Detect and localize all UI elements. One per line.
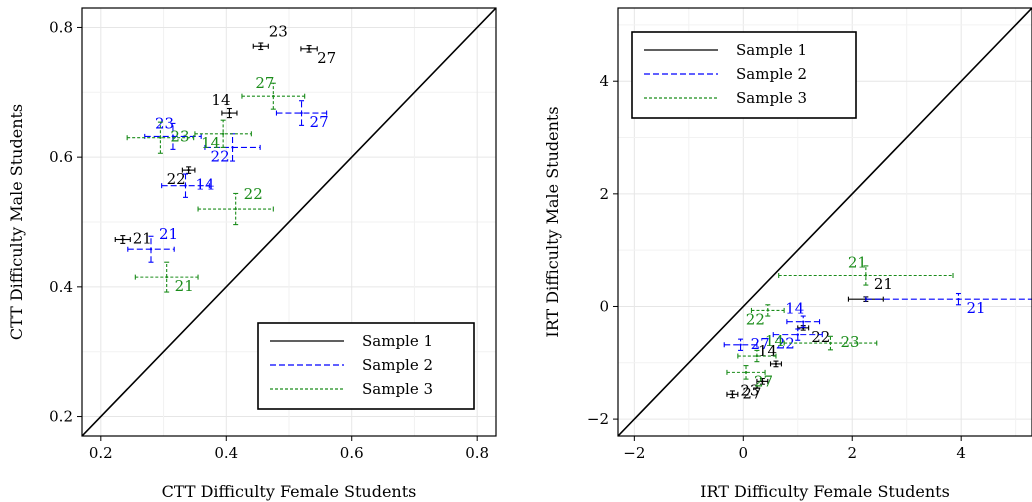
- y-axis-label: CTT Difficulty Male Students: [7, 104, 26, 340]
- y-tick-label: 2: [599, 185, 609, 203]
- plot-border: [81, 7, 497, 437]
- data-point: [165, 275, 168, 279]
- data-point: [159, 136, 162, 139]
- data-point: [864, 274, 868, 277]
- data-point: [307, 47, 311, 51]
- point-label: 21: [159, 225, 178, 243]
- y-tick-label: 0: [599, 297, 609, 315]
- point-label: 23: [840, 333, 859, 351]
- data-point: [228, 111, 231, 115]
- x-tick-label: 4: [956, 444, 966, 462]
- series-2: [127, 100, 328, 263]
- point-label: 23: [170, 128, 189, 146]
- y-tick-label: 0.4: [49, 278, 73, 296]
- x-tick-label: −2: [623, 444, 645, 462]
- point-label: 23: [155, 114, 174, 132]
- legend: Sample 1 Sample 2 Sample 3: [631, 31, 857, 119]
- data-point: [766, 309, 770, 312]
- data-point: [121, 238, 124, 241]
- point-label: 22: [776, 335, 795, 353]
- series-2: [723, 292, 1032, 351]
- series-3: [726, 265, 954, 380]
- data-point: [731, 393, 734, 396]
- data-point: [259, 45, 262, 48]
- point-label: 21: [966, 299, 985, 317]
- point-label: 27: [310, 113, 329, 131]
- point-label: 22: [167, 170, 186, 188]
- x-tick-label: 0: [739, 444, 749, 462]
- legend-box: [257, 322, 475, 410]
- point-label: 14: [201, 134, 220, 152]
- point-label: 22: [811, 328, 830, 346]
- legend-label: Sample 3: [736, 89, 807, 107]
- data-point: [744, 371, 748, 374]
- data-point: [149, 248, 153, 251]
- x-tick-label: 2: [847, 444, 857, 462]
- legend-label: Sample 1: [736, 41, 807, 59]
- point-label: 22: [244, 185, 263, 203]
- data-point: [774, 362, 778, 366]
- x-axis-label: CTT Difficulty Female Students: [162, 482, 417, 501]
- data-point: [802, 320, 805, 323]
- legend-label: Sample 3: [362, 380, 433, 398]
- point-label: 27: [255, 74, 274, 92]
- x-axis-label: IRT Difficulty Female Students: [700, 482, 950, 501]
- identity-line: [618, 8, 1032, 436]
- ctt-panel: 2327142221272322142127142322210.20.20.40…: [7, 7, 497, 501]
- legend-box: [631, 31, 857, 119]
- point-label: 14: [785, 300, 804, 318]
- legend-label: Sample 2: [736, 65, 807, 83]
- y-axis-label: IRT Difficulty Male Students: [543, 106, 562, 337]
- data-point: [755, 354, 759, 358]
- point-label: 14: [196, 176, 215, 194]
- point-label: 22: [211, 147, 230, 165]
- point-label: 21: [175, 277, 194, 295]
- y-tick-label: −2: [587, 410, 609, 428]
- point-label: 27: [317, 49, 336, 67]
- data-point: [171, 135, 175, 138]
- point-label: 23: [269, 22, 288, 40]
- irt-panel: 2122142327211422272122231427−2−2002244IR…: [543, 7, 1032, 501]
- point-label: 14: [758, 342, 777, 360]
- y-tick-label: 0.8: [49, 18, 73, 36]
- y-tick-label: 0.6: [49, 148, 73, 166]
- point-label: 21: [848, 254, 867, 272]
- x-tick-label: 0.4: [214, 444, 238, 462]
- x-tick-label: 0.8: [465, 444, 489, 462]
- data-point: [739, 343, 742, 346]
- legend: Sample 1 Sample 2 Sample 3: [257, 322, 475, 410]
- point-label: 21: [874, 275, 893, 293]
- point-label: 14: [211, 91, 230, 109]
- point-label: 14: [765, 332, 784, 350]
- legend-label: Sample 2: [362, 356, 433, 374]
- y-tick-label: 0.2: [49, 408, 73, 426]
- data-point: [221, 132, 225, 136]
- point-label: 22: [746, 310, 765, 328]
- legend-label: Sample 1: [362, 332, 433, 350]
- gridlines: [82, 8, 496, 436]
- point-label: 27: [751, 335, 770, 353]
- data-point: [272, 94, 275, 98]
- series-1: [114, 42, 318, 244]
- data-point: [187, 168, 190, 172]
- data-point: [957, 297, 960, 301]
- data-point: [300, 111, 303, 115]
- point-label: 21: [133, 230, 152, 248]
- point-label: 27: [754, 372, 773, 390]
- y-tick-label: 4: [599, 72, 609, 90]
- data-point: [184, 184, 187, 187]
- point-label: 27: [742, 384, 761, 402]
- data-point: [234, 207, 237, 211]
- x-tick-label: 0.6: [340, 444, 364, 462]
- point-label: 23: [740, 381, 759, 399]
- x-tick-label: 0.2: [89, 444, 113, 462]
- plot-border: [617, 7, 1032, 437]
- data-point: [761, 380, 764, 383]
- identity-line: [82, 8, 496, 436]
- data-point: [829, 341, 832, 345]
- series-3: [126, 82, 306, 293]
- data-point: [796, 333, 799, 336]
- data-point: [231, 146, 234, 149]
